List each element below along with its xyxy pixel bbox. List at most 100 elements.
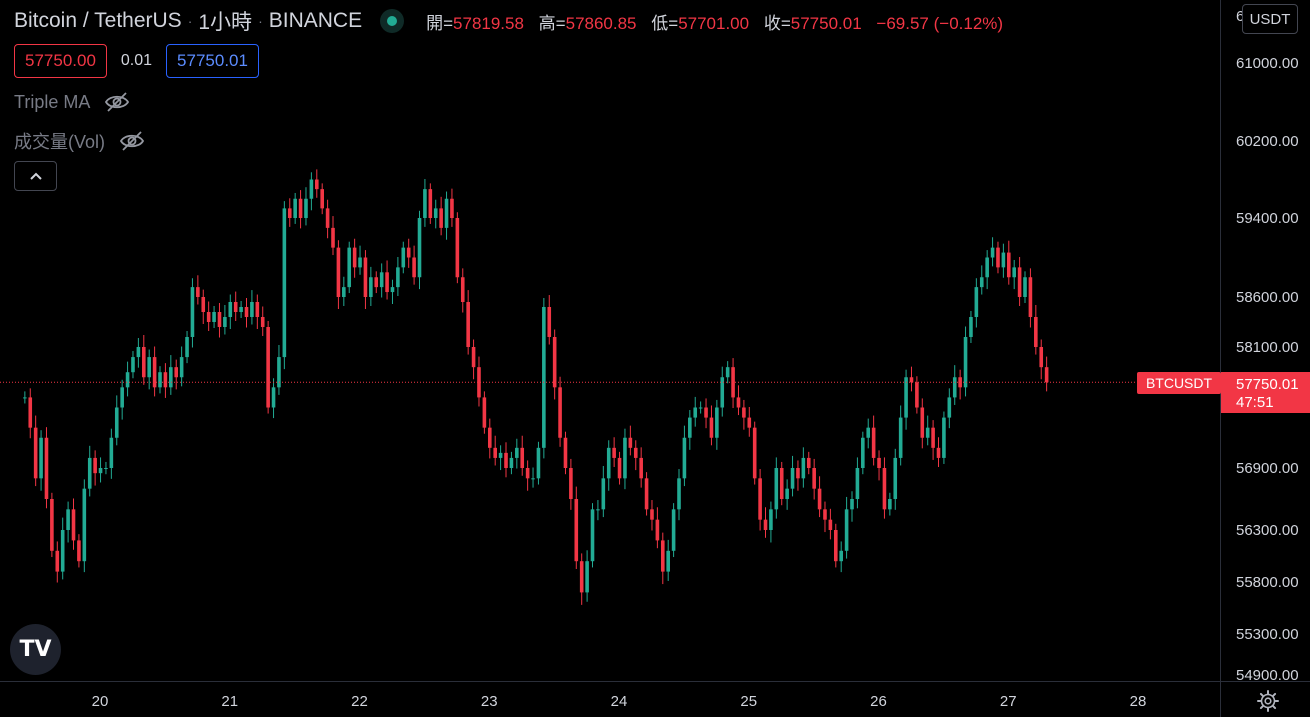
candle <box>444 191 449 240</box>
candle <box>520 435 525 476</box>
candle <box>1044 356 1049 392</box>
candle <box>417 210 422 290</box>
candle <box>552 329 557 400</box>
candle <box>1012 259 1016 290</box>
candle <box>736 385 741 416</box>
candle <box>423 179 427 227</box>
candle <box>915 376 919 414</box>
candle <box>866 418 871 449</box>
candle <box>304 187 308 226</box>
candle <box>563 431 568 475</box>
interval-label[interactable]: 1小時 <box>198 11 253 34</box>
indicator-volume[interactable]: 成交量(Vol) <box>14 128 145 154</box>
price-tick-label: 55800.00 <box>1236 574 1299 591</box>
candle <box>569 458 573 510</box>
price-tag-bg <box>1221 372 1310 413</box>
price-tick-label: 61000.00 <box>1236 55 1299 72</box>
candle <box>1034 305 1038 355</box>
candle <box>39 430 43 491</box>
last-price-tags: BTCUSDT 57750.01 47:51 <box>1137 372 1310 413</box>
candle <box>282 201 287 370</box>
trade-buttons: 57750.00 0.01 57750.01 <box>14 44 259 78</box>
candle <box>460 268 465 313</box>
open-value: 57819.58 <box>453 13 524 33</box>
candle <box>120 379 124 420</box>
candle <box>260 306 265 336</box>
hidden-eye-icon[interactable] <box>104 91 130 113</box>
candle <box>131 351 135 379</box>
candle <box>244 298 249 328</box>
candle <box>942 411 946 464</box>
candle <box>66 501 70 543</box>
change-value: −69.57 (−0.12%) <box>876 13 1004 33</box>
candle <box>190 278 195 348</box>
candle <box>379 263 384 298</box>
candle <box>363 250 368 309</box>
collapse-legend-button[interactable] <box>14 161 57 191</box>
candle <box>882 457 887 519</box>
candle <box>579 553 584 605</box>
candle <box>585 550 589 602</box>
candle <box>974 278 979 328</box>
candle <box>228 294 233 329</box>
candle <box>715 399 719 450</box>
candle <box>898 405 903 466</box>
time-axis[interactable]: 20 21 22 23 24 25 26 27 28 <box>92 693 1147 710</box>
candle <box>136 338 141 368</box>
candle <box>806 451 811 475</box>
close-label: 收 <box>763 13 781 33</box>
candle <box>412 245 416 285</box>
time-tick-label: 22 <box>351 693 368 710</box>
candle <box>969 311 973 343</box>
last-price-label: 57750.01 <box>1236 376 1299 393</box>
candle <box>574 486 579 569</box>
candle <box>817 476 822 518</box>
low-value: 57701.00 <box>678 13 750 33</box>
candle <box>428 183 433 224</box>
candle <box>93 450 97 486</box>
time-tick-label: 28 <box>1130 693 1147 710</box>
candle <box>77 534 81 568</box>
candle <box>833 523 838 568</box>
candle <box>650 500 654 531</box>
candle <box>844 496 849 559</box>
candle <box>655 507 660 549</box>
candle <box>958 369 962 400</box>
symbol-tag: BTCUSDT <box>1146 375 1213 391</box>
candle <box>1039 339 1044 380</box>
candle <box>396 257 400 297</box>
candle <box>947 388 952 429</box>
candle <box>774 457 779 519</box>
buy-button[interactable]: 57750.01 <box>166 44 259 78</box>
price-axis[interactable]: 54900.00 55300.00 55800.00 56300.00 56900.00… <box>1236 8 1299 684</box>
price-tick-label: 55300.00 <box>1236 626 1299 643</box>
currency-button[interactable]: USDT <box>1242 4 1298 34</box>
candle <box>677 469 681 521</box>
gear-icon[interactable] <box>1256 689 1280 713</box>
symbol-header[interactable]: Bitcoin / TetherUS · 1小時 · BINANCE 開=578… <box>14 6 1003 36</box>
high-label: 高 <box>538 13 556 33</box>
symbol-name[interactable]: Bitcoin / TetherUS <box>14 9 182 32</box>
candle <box>558 376 562 447</box>
price-tick-label: 58600.00 <box>1236 289 1299 306</box>
candle <box>590 503 595 568</box>
candle <box>433 199 438 229</box>
price-tick-label: 54900.00 <box>1236 667 1299 684</box>
candle <box>925 415 930 446</box>
indicator-triple-ma[interactable]: Triple MA <box>14 91 130 113</box>
candle <box>325 199 330 239</box>
candle <box>682 425 687 487</box>
candle <box>855 457 860 509</box>
market-status-icon[interactable] <box>380 9 405 33</box>
price-tick-label: 58100.00 <box>1236 339 1299 356</box>
candle <box>201 289 206 324</box>
sell-button[interactable]: 57750.00 <box>14 44 107 78</box>
candle <box>688 410 692 450</box>
candle <box>104 461 108 475</box>
hidden-eye-icon[interactable] <box>119 130 145 152</box>
candle <box>374 271 379 294</box>
price-tick-label: 60200.00 <box>1236 133 1299 150</box>
tradingview-logo-icon[interactable]: TV <box>10 624 61 675</box>
candle <box>331 216 335 256</box>
